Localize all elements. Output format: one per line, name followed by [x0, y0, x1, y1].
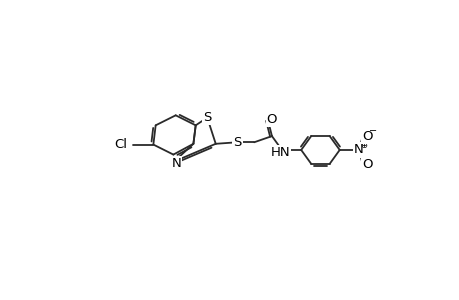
Text: Cl: Cl — [114, 138, 127, 151]
Text: ⊕: ⊕ — [359, 141, 366, 150]
Text: O: O — [361, 130, 372, 142]
Text: O: O — [266, 113, 277, 126]
Text: S: S — [202, 111, 211, 124]
Text: N: N — [353, 143, 363, 157]
Text: N: N — [171, 157, 181, 170]
Text: S: S — [233, 136, 241, 149]
Text: −: − — [368, 126, 376, 136]
Text: O: O — [361, 158, 372, 171]
Text: HN: HN — [270, 146, 290, 159]
